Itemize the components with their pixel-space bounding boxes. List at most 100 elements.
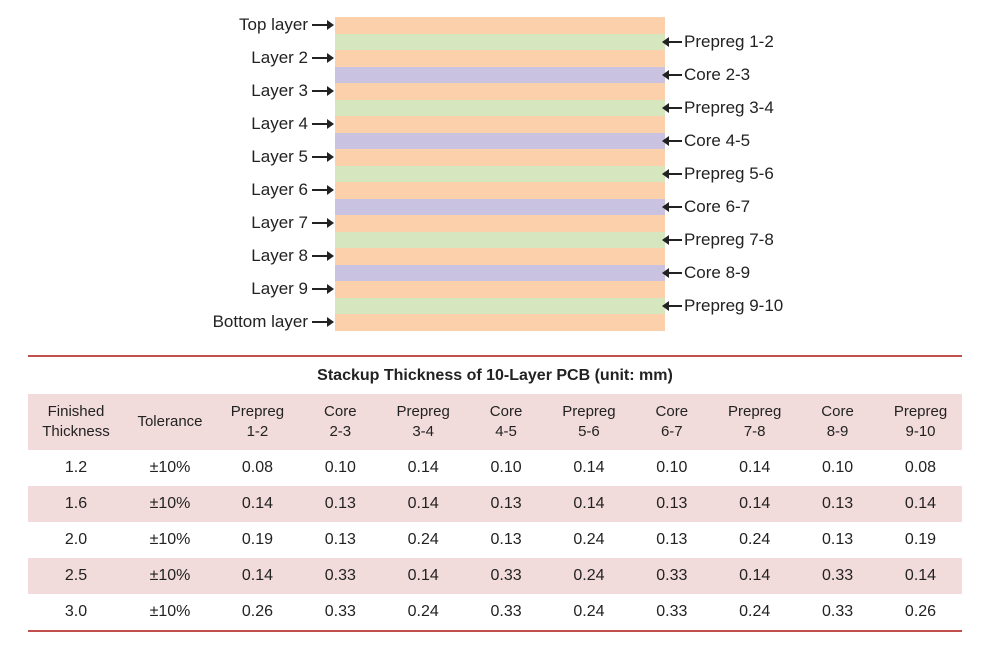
column-header: Prepreg 7-8	[713, 394, 797, 450]
table-body: 1.2 ±10% 0.08 0.10 0.14 0.10 0.14 0.10 0.14 0.10 0…	[28, 450, 962, 630]
arrow-left-icon	[662, 36, 682, 47]
table-cell: 0.33	[324, 603, 356, 620]
arrow-right-icon	[312, 218, 334, 229]
arrow-left-icon	[662, 168, 682, 179]
table-cell: 0.14	[879, 558, 962, 594]
core-band	[335, 132, 665, 150]
table-cell: 0.14	[407, 459, 439, 476]
top-rule	[28, 355, 962, 357]
dielectric-label: Prepreg 3-4	[684, 97, 774, 117]
copper-band	[335, 50, 665, 67]
layer-label: Layer 6	[251, 180, 308, 200]
column-header-text: Prepreg	[562, 403, 616, 420]
dielectric-label: Prepreg 9-10	[684, 295, 784, 315]
column-header: Core 4-5	[464, 394, 548, 450]
table-cell: ±10%	[149, 459, 191, 476]
dielectric-label: Core 4-5	[684, 130, 751, 150]
table-cell: 0.33	[630, 558, 714, 594]
column-header-text: Prepreg	[230, 403, 285, 420]
prepreg-band	[335, 99, 665, 117]
column-header-text: 1-2	[246, 423, 269, 440]
table-cell: 0.08	[241, 459, 273, 476]
table-cell: 0.19	[904, 531, 937, 548]
table-row: 2.0 ±10% 0.19 0.13 0.24 0.13 0.24 0.13 0.24 0.13 0…	[28, 522, 962, 558]
copper-band	[335, 116, 665, 133]
table-cell: 0.14	[739, 459, 771, 476]
table-cell: 0.08	[904, 459, 937, 476]
table-cell: 0.10	[324, 459, 356, 476]
column-header: Core 8-9	[796, 394, 879, 450]
layer-label: Bottom layer	[212, 312, 308, 332]
table-cell: ±10%	[149, 603, 191, 620]
layer-label: Layer 3	[251, 81, 308, 101]
copper-band	[335, 17, 665, 34]
arrow-left-icon	[662, 201, 682, 212]
table-row: 3.0 ±10% 0.26 0.33 0.24 0.33 0.24 0.33 0.24 0.33 0…	[28, 594, 962, 630]
table-cell: 0.24	[407, 531, 439, 548]
layer-label: Layer 7	[251, 213, 308, 233]
table-cell: ±10%	[124, 486, 216, 522]
table-cell: 0.13	[464, 486, 548, 522]
arrow-left-icon	[662, 300, 682, 311]
table-cell: 0.19	[241, 531, 273, 548]
arrow-right-icon	[312, 185, 334, 196]
table-row: 1.6 ±10% 0.14 0.13 0.14 0.13 0.14 0.13 0.14 0.13 0…	[28, 486, 962, 522]
table-cell: ±10%	[149, 531, 191, 548]
bottom-rule	[28, 630, 962, 632]
table-cell: 0.33	[490, 603, 522, 620]
arrow-right-icon	[312, 20, 334, 31]
copper-band	[335, 83, 665, 100]
table-cell: 0.24	[739, 603, 771, 620]
arrow-right-icon	[312, 53, 334, 64]
layer-label: Layer 5	[251, 147, 308, 167]
table-cell: 0.13	[324, 531, 356, 548]
table-cell: 0.14	[879, 486, 962, 522]
core-band	[335, 264, 665, 282]
column-header: Prepreg 9-10	[879, 394, 962, 450]
column-header-text: Finished	[47, 403, 105, 420]
dielectric-label: Core 2-3	[684, 64, 751, 84]
table-cell: 1.6	[28, 486, 124, 522]
column-header: Prepreg 5-6	[547, 394, 631, 450]
table-row: 1.2 ±10% 0.08 0.10 0.14 0.10 0.14 0.10 0.14 0.10 0…	[28, 450, 962, 486]
column-header: Core 2-3	[298, 394, 382, 450]
copper-band	[335, 281, 665, 298]
column-header-text: Prepreg	[728, 403, 782, 420]
dielectric-label: Core 8-9	[684, 262, 751, 282]
column-header-text: 8-9	[826, 423, 849, 440]
table-header-row: Finished Thickness Tolerance Prepreg 1-2 Core…	[28, 394, 962, 450]
table-cell: 0.13	[796, 486, 879, 522]
table-row: 2.5 ±10% 0.14 0.33 0.14 0.33 0.24 0.33 0.14 0.33 0…	[28, 558, 962, 594]
table-cell: 0.10	[821, 459, 854, 476]
dielectric-label: Prepreg 5-6	[684, 163, 774, 183]
table-cell: 0.24	[573, 531, 605, 548]
copper-band	[335, 248, 665, 265]
table-cell: 0.24	[573, 603, 605, 620]
stackup-thickness-table: Finished Thickness Tolerance Prepreg 1-2 Core…	[28, 394, 962, 630]
arrow-right-icon	[312, 317, 334, 328]
layer-label: Layer 9	[251, 279, 308, 299]
table-cell: 0.10	[490, 459, 522, 476]
column-header-text: 4-5	[495, 423, 517, 440]
arrow-right-icon	[312, 284, 334, 295]
table-cell: 0.13	[490, 531, 522, 548]
table-cell: 0.13	[656, 531, 688, 548]
table-cell: 0.33	[821, 603, 854, 620]
column-header-text: Core	[821, 403, 854, 420]
table-cell: 0.24	[547, 558, 631, 594]
column-header-text: Tolerance	[137, 413, 203, 430]
table-cell: ±10%	[124, 558, 216, 594]
table-cell: 3.0	[64, 603, 88, 620]
prepreg-band	[335, 231, 665, 249]
column-header: Prepreg 3-4	[381, 394, 465, 450]
column-header: Finished Thickness	[28, 394, 124, 450]
pcb-stackup-diagram: Top layer Prepreg 1-2 Layer 2 Core 2-3 Layer…	[212, 15, 784, 332]
arrow-right-icon	[312, 251, 334, 262]
table-cell: 0.14	[547, 486, 631, 522]
column-header-text: 3-4	[412, 423, 435, 440]
table-cell: 2.5	[28, 558, 124, 594]
column-header: Prepreg 1-2	[216, 394, 299, 450]
table-cell: 0.26	[241, 603, 273, 620]
table-cell: 0.33	[464, 558, 548, 594]
prepreg-band	[335, 33, 665, 51]
